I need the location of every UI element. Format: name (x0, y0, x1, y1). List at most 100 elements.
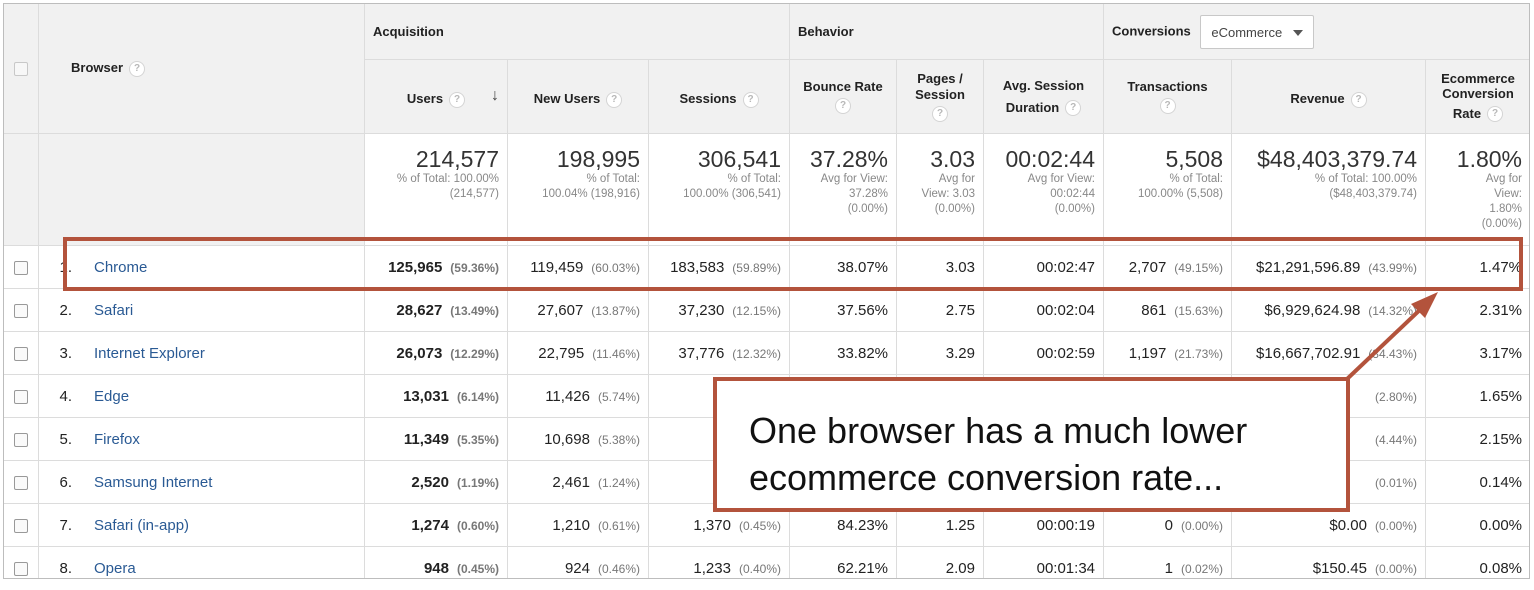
metric-value: 28,627 (396, 301, 443, 319)
metric-percent: (1.19%) (456, 475, 499, 490)
row-checkbox[interactable] (14, 303, 28, 318)
row-select-cell (4, 546, 39, 578)
metric-value: 27,607 (537, 301, 584, 319)
pages-session-column-header[interactable]: Pages / Session ? (896, 59, 984, 134)
metric-value: 2.15% (1479, 430, 1523, 448)
metric-cell: $21,291,596.89 (43.99%) (1231, 245, 1426, 289)
metric-percent: (0.45%) (456, 561, 499, 576)
browser-cell: 6. Samsung Internet (38, 460, 365, 504)
browser-link[interactable]: Chrome (94, 258, 148, 276)
browser-cell: 7. Safari (in-app) (38, 503, 365, 547)
conversions-goal-dropdown[interactable]: eCommerce (1200, 14, 1315, 49)
row-checkbox[interactable] (14, 346, 28, 361)
metric-percent: (11.46%) (592, 346, 640, 361)
row-checkbox[interactable] (14, 432, 28, 447)
browser-link[interactable]: Safari (94, 301, 134, 319)
metric-value: 1.65% (1479, 387, 1523, 405)
sort-descending-icon[interactable]: ↓ (491, 87, 499, 104)
metric-cell: 1.65% (1424, 374, 1529, 418)
metric-percent: (49.15%) (1174, 260, 1223, 275)
users-help-icon[interactable]: ? (449, 91, 466, 108)
bounce-rate-header-label: Bounce Rate (803, 79, 883, 94)
row-checkbox[interactable] (14, 475, 28, 490)
avg-duration-help-icon[interactable]: ? (1065, 100, 1082, 117)
metric-cell: 22,795 (11.46%) (507, 331, 649, 375)
ecr-column-header[interactable]: Ecommerce Conversion Rate? (1424, 59, 1529, 134)
metric-cell: 11,426 (5.74%) (507, 374, 649, 418)
revenue-column-header[interactable]: Revenue? (1231, 59, 1426, 134)
avg-duration-total-sub: 00:02:44 (1050, 188, 1095, 200)
browser-cell: 8. Opera (38, 546, 365, 578)
metric-cell: 0.08% (1424, 546, 1529, 578)
metric-percent: (13.49%) (450, 303, 499, 318)
metric-percent: (4.44%) (1374, 432, 1417, 447)
metric-cell: 1 (0.02%) (1103, 546, 1232, 578)
browser-link[interactable]: Firefox (94, 430, 140, 448)
avg-session-duration-column-header[interactable]: Avg. Session Duration? (983, 59, 1104, 134)
conversions-label: Conversions (1112, 22, 1191, 38)
metric-percent: (0.00%) (1374, 561, 1417, 576)
revenue-help-icon[interactable]: ? (1350, 91, 1367, 108)
users-column-header[interactable]: Users? ↓ (364, 59, 508, 134)
metric-percent: (5.74%) (597, 389, 640, 404)
metric-value: 38.07% (837, 258, 888, 276)
browser-link[interactable]: Samsung Internet (94, 473, 213, 491)
browser-link[interactable]: Internet Explorer (94, 344, 205, 362)
ecr-help-icon[interactable]: ? (1487, 106, 1504, 123)
metric-value: 125,965 (388, 258, 443, 276)
metric-value: 0 (1164, 516, 1173, 534)
metric-value: 37,230 (678, 301, 725, 319)
row-select-cell (4, 288, 39, 332)
row-checkbox[interactable] (14, 561, 28, 576)
browser-link[interactable]: Opera (94, 559, 136, 577)
metric-cell: $150.45 (0.00%) (1231, 546, 1426, 578)
pages-session-total: 3.03 (930, 146, 975, 172)
metric-percent: (34.43%) (1368, 346, 1417, 361)
row-rank: 6. (59, 473, 72, 491)
metric-percent: (0.61%) (597, 518, 640, 533)
metric-cell: 2.75 (896, 288, 984, 332)
transactions-column-header[interactable]: Transactions ? (1103, 59, 1232, 134)
transactions-help-icon[interactable]: ? (1159, 98, 1176, 114)
bounce-rate-column-header[interactable]: Bounce Rate ? (789, 59, 897, 134)
row-checkbox[interactable] (14, 260, 28, 275)
users-total: 214,577 (415, 146, 499, 172)
pages-session-total-cell: 3.03 Avg for View: 3.03 (0.00%) (896, 133, 984, 246)
select-all-checkbox[interactable] (14, 62, 28, 77)
metric-percent: (6.14%) (456, 389, 499, 404)
metric-value: $21,291,596.89 (1256, 258, 1361, 276)
table-row[interactable]: 2. Safari 28,627 (13.49%) 27,607 (13.87%) 37,2… (4, 288, 1529, 332)
users-total-cell: 214,577% of Total: 100.00% (214,577) (364, 133, 508, 246)
bounce-rate-help-icon[interactable]: ? (835, 98, 851, 114)
new-users-column-header[interactable]: New Users? (507, 59, 649, 134)
table-row[interactable]: 3. Internet Explorer 26,073 (12.29%) 22,795 (… (4, 331, 1529, 375)
row-select-cell (4, 503, 39, 547)
bounce-rate-total: 37.28% (809, 146, 888, 172)
metric-cell: 2,520 (1.19%) (364, 460, 508, 504)
metric-value: 0.14% (1479, 473, 1523, 491)
metric-cell: 00:02:59 (983, 331, 1104, 375)
metric-cell: 3.17% (1424, 331, 1529, 375)
pages-session-help-icon[interactable]: ? (932, 106, 948, 122)
metric-cell: 2,707 (49.15%) (1103, 245, 1232, 289)
table-row[interactable]: 8. Opera 948 (0.45%) 924 (0.46%) 1,233 (0.40%) 6… (4, 546, 1529, 578)
metric-value: 00:02:47 (1036, 258, 1095, 276)
new-users-help-icon[interactable]: ? (606, 91, 623, 108)
metric-cell: 861 (15.63%) (1103, 288, 1232, 332)
row-select-cell (4, 331, 39, 375)
browser-link[interactable]: Edge (94, 387, 130, 405)
metric-cell: 00:02:04 (983, 288, 1104, 332)
browser-help-icon[interactable]: ? (129, 60, 146, 77)
browser-column-header[interactable]: Browser? (38, 4, 365, 134)
sessions-column-header[interactable]: Sessions? (648, 59, 790, 134)
browser-cell: 2. Safari (38, 288, 365, 332)
browser-link[interactable]: Safari (in-app) (94, 516, 190, 534)
sessions-help-icon[interactable]: ? (742, 91, 759, 108)
row-checkbox[interactable] (14, 518, 28, 533)
table-row[interactable]: 1. Chrome 125,965 (59.36%) 119,459 (60.03%) 18… (4, 245, 1529, 289)
annotation-line-1: One browser has a much lower (749, 410, 1248, 451)
metric-value: 11,426 (545, 387, 590, 405)
ecr-total-sub: 1.80% (1489, 203, 1523, 215)
avg-duration-total-sub: Avg for View: (1027, 173, 1095, 185)
row-checkbox[interactable] (14, 389, 28, 404)
